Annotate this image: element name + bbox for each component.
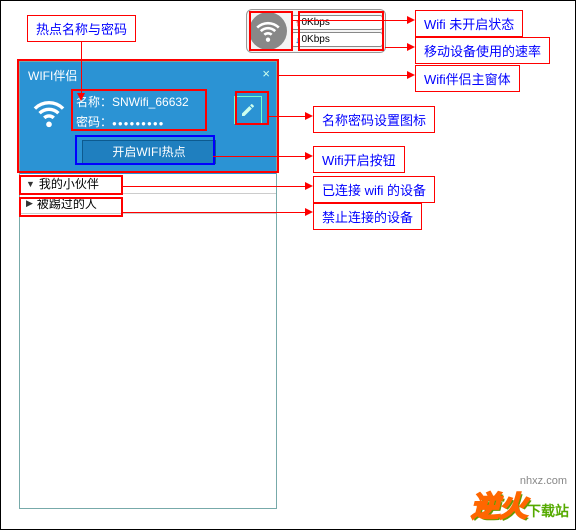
annot-name-pwd-icon: 名称密码设置图标 [313,106,435,133]
name-row: 名称：SNWifi_66632 [76,92,189,112]
chevron-right-icon: ▶ [26,198,33,209]
wifi-icon [32,96,66,130]
start-wifi-button[interactable]: 开启WIFI热点 [82,140,216,164]
pwd-label: 密码： [76,115,112,129]
wifi-status-widget: ↑0Kbps ↓0Kbps [246,9,386,53]
upload-value: 0Kbps [302,17,330,28]
panel-title: WIFI伴侣 [20,62,276,89]
arrow-down-line [81,39,82,95]
section-connected-label: 我的小伙伴 [39,175,99,192]
chevron-down-icon: ▼ [26,179,35,189]
wifi-main-panel: WIFI伴侣 × 名称：SNWifi_66632 密码：●●●●●●●●● 开启… [19,61,277,509]
logo-main: 逆火 [471,491,527,522]
annot-blocked: 禁止连接的设备 [313,203,422,230]
logo-sub: 下载站 [527,503,569,519]
wifi-info-block: 名称：SNWifi_66632 密码：●●●●●●●●● [76,92,189,134]
arrow-wifi-off [293,20,413,21]
annot-wifi-off: Wifi 未开启状态 [415,10,523,37]
annot-hotspot-name-pwd: 热点名称与密码 [27,15,136,42]
pwd-value: ●●●●●●●●● [112,119,165,128]
arrow-name-pwd-icon [269,116,311,117]
arrow-blocked [123,212,311,213]
diagram-canvas: 热点名称与密码 ↑0Kbps ↓0Kbps Wifi 未开启状态 移动设备使用的… [0,0,576,530]
annot-speed: 移动设备使用的速率 [415,37,550,64]
arrow-main-window [279,75,413,76]
edit-icon[interactable] [234,96,262,124]
site-logo: 逆火下载站 [471,485,569,525]
arrow-down-head [77,93,85,101]
section-connected[interactable]: ▼ 我的小伙伴 [20,174,276,194]
arrow-connected [123,186,311,187]
upload-speed: ↑0Kbps [291,15,383,30]
pwd-row: 密码：●●●●●●●●● [76,112,189,134]
download-speed: ↓0Kbps [291,32,383,47]
arrow-wifi-btn [213,156,311,157]
annot-wifi-on-btn: Wifi开启按钮 [313,146,405,173]
name-value: SNWifi_66632 [112,95,189,109]
annot-connected: 已连接 wifi 的设备 [313,176,435,203]
panel-header: WIFI伴侣 × 名称：SNWifi_66632 密码：●●●●●●●●● 开启… [20,62,276,174]
section-blocked-label: 被踢过的人 [37,195,97,212]
close-icon[interactable]: × [262,66,270,81]
arrow-speed [385,47,413,48]
wifi-status-icon [249,12,287,50]
download-value: 0Kbps [302,34,330,45]
section-blocked[interactable]: ▶ 被踢过的人 [20,194,276,214]
annot-main-window: Wifi伴侣主窗体 [415,65,520,92]
